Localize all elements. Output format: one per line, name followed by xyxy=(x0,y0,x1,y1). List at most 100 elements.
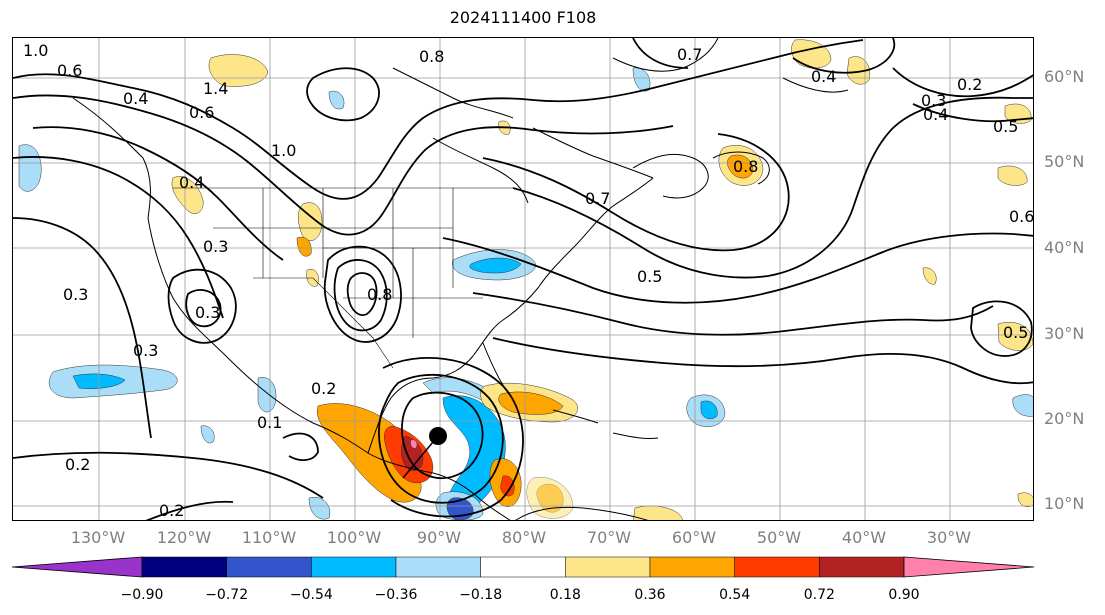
colorbar-segments xyxy=(11,556,1035,578)
lat-label-40n: 40°N xyxy=(1044,238,1085,257)
lat-label-10n: 10°N xyxy=(1044,494,1085,513)
contour-label: 0.3 xyxy=(133,341,158,360)
positive-anomaly-central-america-core xyxy=(500,475,515,497)
lon-label-60w: 60°W xyxy=(671,528,717,547)
contour-label: 0.8 xyxy=(733,157,758,176)
negative-anomaly-ohio-valley-core xyxy=(469,257,522,274)
colorbar-tick-label: −0.54 xyxy=(289,587,333,603)
contour-label-group: 1.0 0.8 0.7 0.6 0.4 1.4 0.6 1.0 0.4 0.3 … xyxy=(23,41,1034,520)
political-borders xyxy=(173,187,513,369)
colorbar xyxy=(11,556,1035,578)
contour-label: 0.2 xyxy=(159,501,184,520)
positive-anomaly-greenland xyxy=(791,39,832,69)
contour-label: 0.5 xyxy=(637,267,662,286)
contour-label: 1.0 xyxy=(271,141,296,160)
contour-label: 0.3 xyxy=(195,303,220,322)
positive-anomaly-azores xyxy=(922,267,937,285)
contour-label: 0.2 xyxy=(311,379,336,398)
positive-anomaly-mid-atlantic xyxy=(997,165,1028,186)
contour-label: 0.3 xyxy=(63,285,88,304)
colorbar-segment xyxy=(395,556,481,578)
contour-label: 0.7 xyxy=(677,45,702,64)
colorbar-tick-label: 0.54 xyxy=(719,587,751,603)
colorbar-segment xyxy=(649,556,735,578)
contour-label: 0.4 xyxy=(923,105,948,124)
negative-anomaly-east-atlantic xyxy=(1012,394,1033,417)
contour-label: 0.3 xyxy=(203,237,228,256)
contour-label: 1.4 xyxy=(203,79,228,98)
colorbar-tick-label: 0.90 xyxy=(888,587,920,603)
colorbar-tick-label: −0.90 xyxy=(120,587,164,603)
contour-label: 1.0 xyxy=(23,41,48,60)
colorbar-tick-label: 0.18 xyxy=(549,587,581,603)
lat-label-30n: 30°N xyxy=(1044,324,1085,343)
coastlines xyxy=(72,38,849,520)
contour-lines xyxy=(13,38,1033,520)
colorbar-segment xyxy=(480,556,566,578)
contour-label: 0.2 xyxy=(65,455,90,474)
contour-label: 0.6 xyxy=(57,61,82,80)
colorbar-tick-label: −0.18 xyxy=(459,587,503,603)
map-panel: 1.0 0.8 0.7 0.6 0.4 1.4 0.6 1.0 0.4 0.3 … xyxy=(12,37,1034,521)
lon-label-110w: 110°W xyxy=(241,528,297,547)
contour-label: 0.5 xyxy=(993,117,1018,136)
positive-anomaly-venezuela-edge xyxy=(526,476,574,519)
lon-label-90w: 90°W xyxy=(416,528,462,547)
contour-label: 0.8 xyxy=(367,285,392,304)
positive-anomaly-pacific-nw xyxy=(171,176,204,214)
colorbar-tick-label: 0.72 xyxy=(803,587,835,603)
lon-label-130w: 130°W xyxy=(70,528,126,547)
contour-label: 0.8 xyxy=(419,47,444,66)
contour-label: 0.5 xyxy=(1003,323,1028,342)
contour-label: 0.7 xyxy=(585,189,610,208)
lon-label-100w: 100°W xyxy=(326,528,382,547)
positive-anomaly-iceland xyxy=(846,56,871,85)
contour-label: 0.6 xyxy=(189,103,214,122)
contour-label: 0.3 xyxy=(921,91,946,110)
graticule xyxy=(13,38,1033,520)
lon-label-70w: 70°W xyxy=(586,528,632,547)
pink-peak xyxy=(410,439,418,449)
positive-anomaly-canada-west xyxy=(208,54,269,87)
positive-anomaly-newfoundland-core xyxy=(727,154,754,179)
colorbar-extend-high xyxy=(903,556,1035,578)
colorbar-tick-label: −0.36 xyxy=(374,587,418,603)
contour-label: 0.6 xyxy=(1009,207,1034,226)
contour-label: 0.1 xyxy=(257,413,282,432)
negative-anomaly-baja xyxy=(257,377,277,413)
negative-anomaly-pacific-south xyxy=(200,425,215,444)
negative-anomaly-pacific-west xyxy=(18,144,42,192)
contour-label: 0.2 xyxy=(957,75,982,94)
lon-label-120w: 120°W xyxy=(156,528,212,547)
colorbar-tick-label: −0.72 xyxy=(205,587,249,603)
colorbar-segment xyxy=(141,556,227,578)
positive-anomaly-subtropical-atlantic xyxy=(997,322,1033,351)
colorbar-segment xyxy=(734,556,820,578)
colorbar-segment xyxy=(226,556,312,578)
negative-anomaly-mexico-coast xyxy=(308,496,331,520)
positive-anomaly-caribbean-core xyxy=(498,391,564,415)
positive-anomaly-california-core xyxy=(296,236,312,257)
lon-label-80w: 80°W xyxy=(501,528,547,547)
contour-label: 0.4 xyxy=(811,67,836,86)
contour-label: 0.4 xyxy=(123,89,148,108)
colorbar-segment xyxy=(819,556,905,578)
lon-label-40w: 40°W xyxy=(841,528,887,547)
negative-anomaly-central-atlantic-core xyxy=(700,400,718,420)
lon-label-30w: 30°W xyxy=(926,528,972,547)
positive-anomaly-east-atlantic-small xyxy=(1017,492,1033,507)
negative-anomaly-rockies xyxy=(328,90,345,110)
lat-label-50n: 50°N xyxy=(1044,152,1085,171)
lon-label-50w: 50°W xyxy=(756,528,802,547)
colorbar-segment xyxy=(311,556,397,578)
contour-label: 0.4 xyxy=(179,173,204,192)
lat-label-20n: 20°N xyxy=(1044,409,1085,428)
forecast-map: 1.0 0.8 0.7 0.6 0.4 1.4 0.6 1.0 0.4 0.3 … xyxy=(13,38,1034,520)
negative-anomaly-labrador xyxy=(632,67,651,92)
lat-label-60n: 60°N xyxy=(1044,67,1085,86)
colorbar-tick-label: 0.36 xyxy=(634,587,666,603)
storm-track xyxy=(402,435,439,479)
colorbar-extend-low xyxy=(11,556,143,578)
map-title: 2024111400 F108 xyxy=(449,8,597,27)
colorbar-segment xyxy=(565,556,651,578)
